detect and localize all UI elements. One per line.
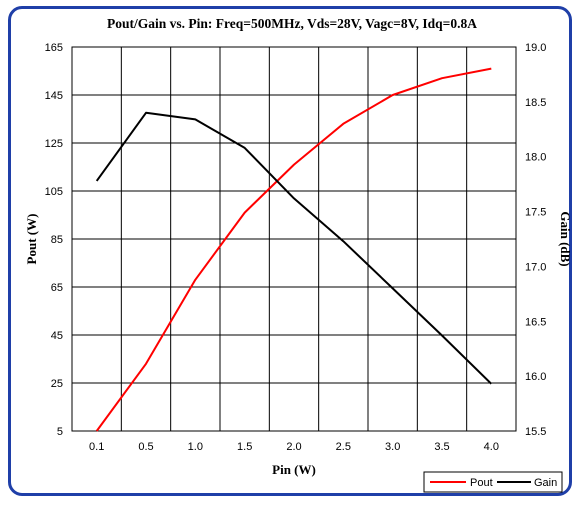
pout-series-line (95, 67, 492, 432)
y-left-tick-label: 5 (57, 426, 63, 438)
y-left-tick-label: 65 (51, 282, 63, 294)
y-left-tick-label: 165 (45, 42, 63, 54)
legend-box (423, 471, 563, 493)
y-left-tick-label: 105 (45, 186, 63, 198)
x-tick-label: 3.5 (434, 441, 449, 453)
legend: Pout Gain (423, 471, 563, 493)
legend-gain-label: Gain (534, 477, 557, 489)
left-axis-ticks: 165 145 125 105 85 65 45 25 5 (45, 42, 63, 438)
x-axis-title: Pin (W) (272, 462, 316, 477)
gain-series-line (95, 111, 492, 385)
y-left-tick-label: 125 (45, 138, 63, 150)
y-right-tick-label: 16.5 (525, 316, 546, 328)
x-tick-label: 2.0 (286, 441, 301, 453)
y-right-tick-label: 18.5 (525, 97, 546, 109)
legend-pout-label: Pout (470, 477, 493, 489)
x-tick-label: 0.1 (89, 441, 104, 453)
x-axis-ticks: 0.1 0.5 1.0 1.5 2.0 2.5 3.0 3.5 4.0 (89, 441, 499, 453)
chart-title: Pout/Gain vs. Pin: Freq=500MHz, Vds=28V,… (107, 16, 477, 31)
x-tick-label: 3.0 (385, 441, 400, 453)
x-tick-label: 1.5 (237, 441, 252, 453)
series-lines (95, 67, 492, 432)
y-right-tick-label: 15.5 (525, 426, 546, 438)
y-left-tick-label: 85 (51, 234, 63, 246)
y-right-tick-label: 19.0 (525, 42, 546, 54)
right-axis-ticks: 19.0 18.5 18.0 17.5 17.0 16.5 16.0 15.5 (525, 42, 546, 438)
y-left-tick-label: 45 (51, 330, 63, 342)
x-tick-label: 4.0 (484, 441, 499, 453)
x-tick-label: 2.5 (336, 441, 351, 453)
x-tick-label: 1.0 (188, 441, 203, 453)
grid-lines (72, 47, 516, 431)
y-right-tick-label: 18.0 (525, 152, 546, 164)
y-left-tick-label: 145 (45, 90, 63, 102)
x-tick-label: 0.5 (138, 441, 153, 453)
y-axis-left-title: Pout (W) (24, 214, 39, 265)
y-axis-right-title: Gain (dB) (558, 211, 573, 266)
y-right-tick-label: 16.0 (525, 371, 546, 383)
y-right-tick-label: 17.5 (525, 207, 546, 219)
y-left-tick-label: 25 (51, 378, 63, 390)
y-right-tick-label: 17.0 (525, 261, 546, 273)
